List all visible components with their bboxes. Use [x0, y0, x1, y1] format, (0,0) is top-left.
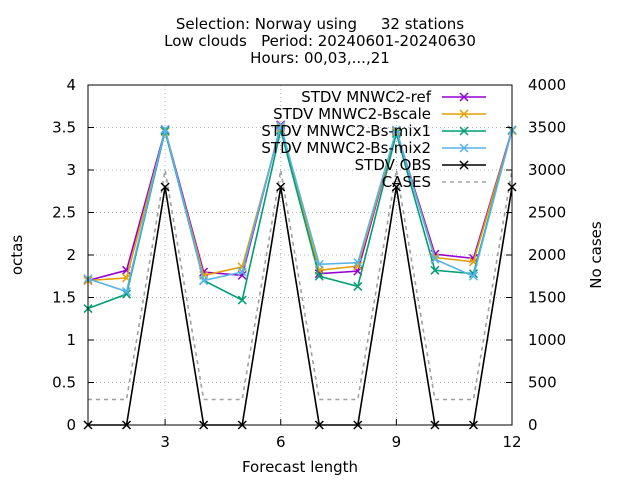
legend-label: CASES — [382, 173, 431, 191]
y-tick-label: 3 — [66, 161, 76, 179]
data-point — [430, 254, 440, 264]
y-tick-label: 0.5 — [52, 374, 76, 392]
y2-tick-label: 2500 — [528, 204, 566, 222]
legend-marker — [459, 109, 469, 119]
y2-tick-label: 3000 — [528, 161, 566, 179]
cases-layer — [88, 169, 513, 401]
data-point — [276, 182, 286, 192]
legend-marker — [459, 126, 469, 136]
y-axis-label: octas — [8, 235, 26, 275]
data-point — [391, 125, 401, 135]
legend-label: STDV MNWC2-Bscale — [273, 105, 431, 123]
x-tick-label: 12 — [502, 433, 521, 451]
data-point — [160, 124, 170, 134]
data-point — [160, 182, 170, 192]
legend-marker — [459, 92, 469, 102]
legend-marker — [459, 160, 469, 170]
legend-item: STDV OBS — [355, 156, 486, 174]
data-point — [237, 295, 247, 305]
y-tick-label: 4 — [66, 76, 76, 94]
data-point — [314, 259, 324, 269]
y2-tick-label: 1500 — [528, 289, 566, 307]
legend-item: STDV MNWC2-ref — [301, 88, 486, 106]
y-tick-label: 1 — [66, 331, 76, 349]
data-point — [353, 281, 363, 291]
chart-title-line-3: Hours: 00,03,...,21 — [250, 49, 390, 67]
data-point — [199, 275, 209, 286]
legend-item: STDV MNWC2-Bscale — [273, 105, 486, 123]
data-point — [122, 287, 132, 297]
y2-tick-label: 500 — [528, 374, 557, 392]
series-4 — [83, 182, 517, 430]
legend-item: STDV MNWC2-Bs-mix2 — [261, 139, 486, 157]
y-tick-label: 1.5 — [52, 289, 76, 307]
legend-label: STDV MNWC2-ref — [301, 88, 431, 106]
data-point — [430, 265, 440, 275]
series-5 — [88, 169, 513, 401]
y-tick-labels: 0 0.5 1 1.5 2 2.5 3 3.5 4 — [52, 76, 76, 434]
series-line — [88, 169, 513, 401]
x-tick-labels: 3 6 9 12 — [160, 433, 521, 451]
y2-tick-label: 0 — [528, 416, 538, 434]
legend-item: STDV MNWC2-Bs-mix1 — [261, 122, 486, 140]
series-3 — [83, 121, 517, 297]
y2-tick-label: 1000 — [528, 331, 566, 349]
y2-tick-label: 2000 — [528, 246, 566, 264]
chart-title-line-2: Low clouds Period: 20240601-20240630 — [164, 32, 476, 50]
y2-tick-labels: 0 500 1000 1500 2000 2500 3000 3500 4000 — [528, 76, 566, 434]
legend-item: CASES — [382, 173, 486, 191]
data-point — [391, 182, 401, 192]
data-point — [353, 258, 363, 268]
legend-label: STDV OBS — [355, 156, 431, 174]
data-point — [391, 128, 401, 138]
x-axis-label: Forecast length — [242, 458, 358, 476]
grid-lines — [88, 85, 512, 425]
x-tick-label: 3 — [160, 433, 170, 451]
y2-axis-label: No cases — [587, 221, 605, 289]
data-point — [314, 271, 324, 281]
legend-label: STDV MNWC2-Bs-mix1 — [261, 122, 431, 140]
x-tick-label: 9 — [392, 433, 402, 451]
y-tick-label: 3.5 — [52, 119, 76, 137]
data-point — [276, 121, 286, 131]
x-tick-label: 6 — [276, 433, 286, 451]
y-tick-label: 0 — [66, 416, 76, 434]
y2-tick-label: 3500 — [528, 119, 566, 137]
data-point — [237, 267, 247, 277]
legend-marker — [459, 143, 469, 153]
y-tick-label: 2 — [66, 246, 76, 264]
y-tick-label: 2.5 — [52, 204, 76, 222]
y2-tick-label: 4000 — [528, 76, 566, 94]
data-point — [468, 271, 478, 281]
series-line — [87, 122, 513, 293]
chart-title-line-1: Selection: Norway using 32 stations — [175, 15, 465, 33]
series-line — [88, 186, 513, 426]
tick-marks — [88, 84, 513, 426]
legend-label: STDV MNWC2-Bs-mix2 — [261, 139, 431, 157]
